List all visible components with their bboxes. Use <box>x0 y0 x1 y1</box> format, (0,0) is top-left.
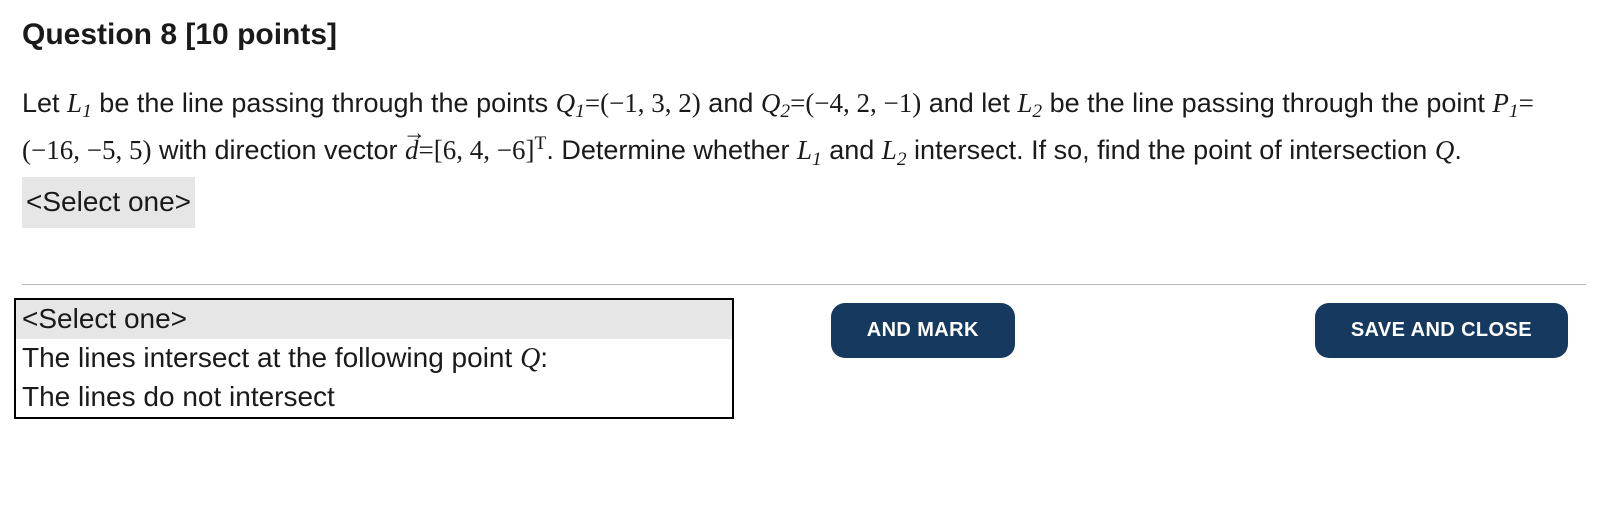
var-Q2-sub: 2 <box>780 101 790 122</box>
var-L2-L: L <box>1017 88 1032 118</box>
var-L1-L: L <box>67 88 82 118</box>
eq-sign: = <box>585 88 600 118</box>
var-Q-option: Q <box>520 343 540 374</box>
option-text: : <box>540 342 548 373</box>
var-d-vector: →d <box>405 127 419 174</box>
var-P1-sub: 1 <box>1509 101 1519 122</box>
text-fragment: intersect. If so, find the point of inte… <box>907 135 1435 165</box>
question-header: Question 8 [10 points] <box>22 18 1586 52</box>
var-Q1-sub: 1 <box>575 101 585 122</box>
var-L2b-L: L <box>882 135 897 165</box>
var-Q-final: Q <box>1435 135 1455 165</box>
save-and-close-button[interactable]: SAVE AND CLOSE <box>1315 303 1568 358</box>
answer-select-collapsed[interactable]: <Select one> <box>22 177 195 228</box>
var-L2b-sub: 2 <box>897 149 907 170</box>
text-fragment: and let <box>921 88 1017 118</box>
select-option-intersect[interactable]: The lines intersect at the following poi… <box>16 339 732 379</box>
question-body: Let L1 be the line passing through the p… <box>22 80 1586 228</box>
question-page: Question 8 [10 points] Let L1 be the lin… <box>0 0 1608 386</box>
var-P1-P: P <box>1492 88 1509 118</box>
text-fragment: be the line passing through the point <box>1042 88 1492 118</box>
text-fragment: . Determine whether <box>546 135 797 165</box>
value-P1: (−16, −5, 5) <box>22 135 151 165</box>
question-points: [10 points] <box>185 18 337 51</box>
select-option-no-intersect[interactable]: The lines do not intersect <box>16 378 732 417</box>
value-Q1: (−1, 3, 2) <box>600 88 701 118</box>
value-d: [6, 4, −6] <box>434 135 535 165</box>
var-Q2-Q: Q <box>761 88 781 118</box>
eq-sign: = <box>790 88 805 118</box>
var-L1-sub: 1 <box>82 101 92 122</box>
vector-arrow-icon: → <box>403 113 421 153</box>
text-fragment: and <box>822 135 882 165</box>
answer-select-listbox[interactable]: <Select one> The lines intersect at the … <box>14 298 734 419</box>
var-L2-sub: 2 <box>1032 101 1042 122</box>
option-text: The lines intersect at the following poi… <box>22 342 520 373</box>
transpose-superscript: T <box>535 133 547 154</box>
question-number: Question 8 <box>22 18 177 51</box>
value-Q2: (−4, 2, −1) <box>805 88 921 118</box>
text-fragment: with direction vector <box>151 135 405 165</box>
text-fragment: and <box>701 88 761 118</box>
var-Q1-Q: Q <box>556 88 576 118</box>
select-option-placeholder[interactable]: <Select one> <box>16 300 732 339</box>
text-fragment: . <box>1454 135 1462 165</box>
text-fragment: be the line passing through the points <box>92 88 556 118</box>
text-fragment: Let <box>22 88 67 118</box>
var-L1b-sub: 1 <box>812 149 822 170</box>
eq-sign: = <box>1519 88 1534 118</box>
submit-and-mark-button[interactable]: AND MARK <box>831 303 1015 358</box>
var-L1b-L: L <box>797 135 812 165</box>
